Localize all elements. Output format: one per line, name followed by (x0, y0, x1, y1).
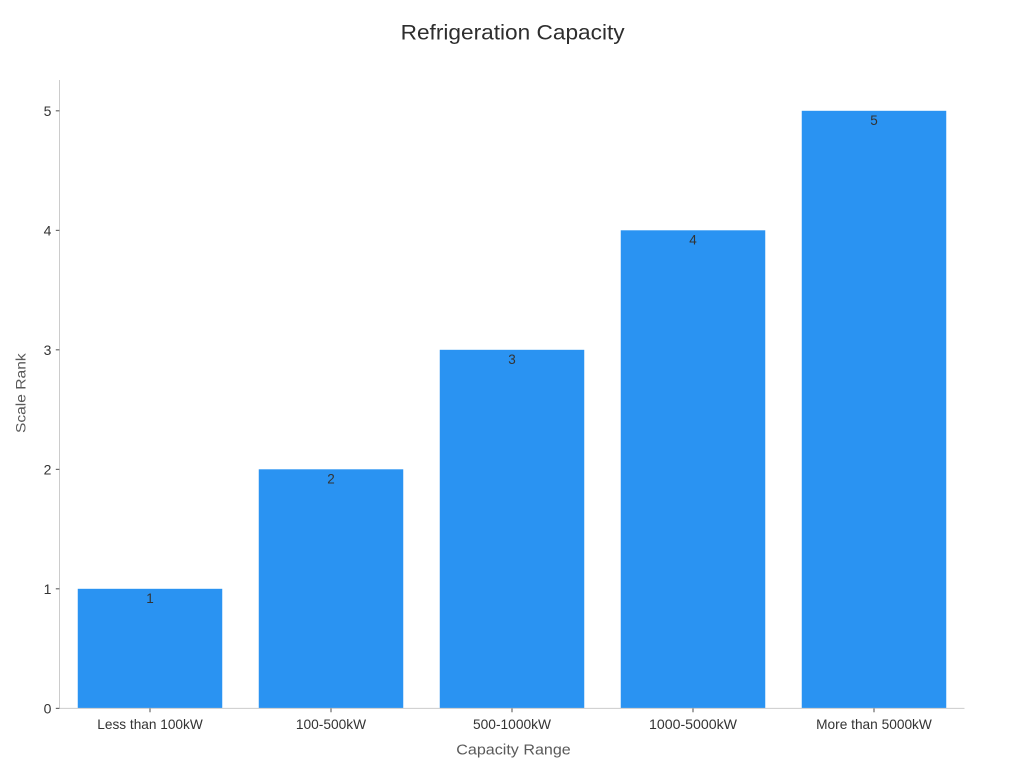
svg-text:4: 4 (44, 222, 52, 238)
svg-text:5: 5 (870, 113, 878, 128)
svg-text:4: 4 (689, 233, 697, 248)
svg-text:500-1000kW: 500-1000kW (473, 716, 552, 732)
svg-text:Refrigeration Capacity: Refrigeration Capacity (401, 22, 626, 45)
svg-text:3: 3 (508, 352, 516, 367)
svg-text:5: 5 (44, 103, 52, 119)
svg-text:1000-5000kW: 1000-5000kW (649, 716, 738, 732)
svg-text:2: 2 (44, 461, 52, 477)
svg-text:3: 3 (44, 342, 52, 358)
svg-text:More than 5000kW: More than 5000kW (816, 716, 932, 732)
svg-text:Capacity Range: Capacity Range (456, 742, 571, 759)
svg-text:0: 0 (44, 700, 52, 716)
svg-text:Less than 100kW: Less than 100kW (97, 716, 203, 732)
svg-text:1: 1 (146, 591, 154, 606)
svg-text:100-500kW: 100-500kW (296, 716, 367, 732)
svg-text:1: 1 (44, 581, 52, 597)
svg-text:Scale Rank: Scale Rank (12, 352, 28, 433)
svg-text:2: 2 (327, 472, 335, 487)
